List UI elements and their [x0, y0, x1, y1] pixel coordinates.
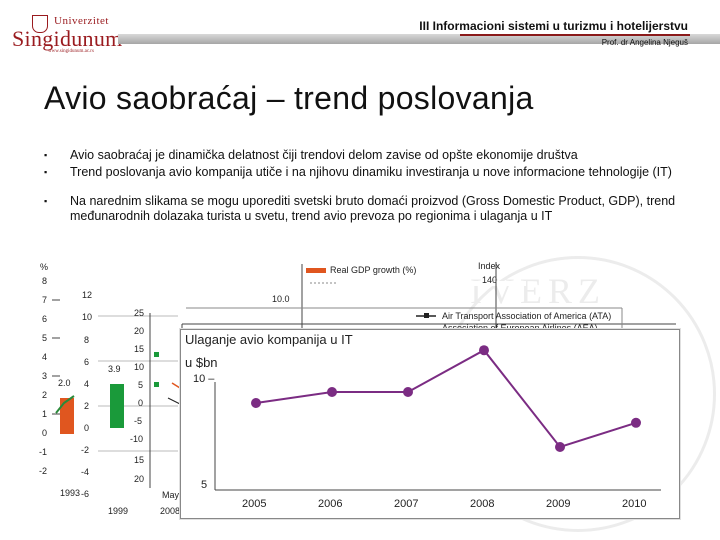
legend-gdp: Real GDP growth (%)	[330, 265, 416, 275]
x-tick-label: 2007	[394, 498, 418, 510]
author-name: Prof. dr Angelina Njeguš	[601, 38, 688, 47]
tick-label: %	[40, 262, 48, 272]
tick-label: 6	[84, 357, 89, 367]
tick-label: 4	[42, 352, 47, 362]
square-bullet-icon: ▪	[44, 196, 48, 206]
tick-label: 25	[134, 308, 144, 318]
watermark-text: IVERZ	[470, 271, 606, 311]
chart1-axis: % 8 7 6 5 4 3 2 1 0 -1 -2 2.0 1993	[39, 262, 80, 498]
tick-label: 2	[84, 401, 89, 411]
logo-web: www.singidunum.ac.rs	[48, 49, 94, 54]
tick-label: -6	[81, 489, 89, 499]
tick-label: 20	[134, 474, 144, 484]
bullet-text: Trend poslovanja avio kompanija utiče i …	[70, 165, 672, 179]
tick-label: 2	[42, 390, 47, 400]
chart2-bar	[110, 384, 124, 428]
tick-label: 10	[134, 362, 144, 372]
tick-label: 0	[42, 428, 47, 438]
bullet-text: Avio saobraćaj je dinamička delatnost či…	[70, 148, 578, 162]
tick-label: -2	[81, 445, 89, 455]
tick-label: 5	[138, 380, 143, 390]
tick-label: 3	[42, 371, 47, 381]
chart3-axis: 25 20 15 10 5 0 -5 -10 15 20 May 2008	[130, 308, 181, 516]
crest-icon	[32, 15, 48, 33]
course-title: III Informacioni sistemi u turizmu i hot…	[419, 19, 688, 33]
slide-title: Avio saobraćaj – trend poslovanja	[44, 80, 534, 116]
x-tick-label: 2010	[622, 498, 646, 510]
logo-top-text: Univerzitet	[54, 15, 109, 27]
it-investment-chart: 10 – 5 2005 2006 2007 2008 2009 2010 Ulaganje a…	[180, 329, 680, 519]
tick-label: 15	[134, 455, 144, 465]
tick-label: -10	[130, 434, 143, 444]
tick-label: 6	[42, 314, 47, 324]
chart-ylabel: u $bn	[185, 355, 218, 370]
chart4-top-value: 10.0	[272, 294, 290, 304]
data-point	[555, 442, 565, 452]
chart1-bar	[60, 398, 74, 434]
data-point	[631, 417, 641, 428]
tick-label: 15	[134, 344, 144, 354]
tick-label: 8	[84, 335, 89, 345]
y-tick-label: 5	[201, 479, 207, 491]
chart2-value: 3.9	[108, 364, 121, 374]
chart-plot: 10 – 5 2005 2006 2007 2008 2009 2010	[193, 345, 661, 510]
y-tick-label: 10 –	[193, 373, 215, 385]
tick-label: 1	[42, 409, 47, 419]
x-tick-label: 2008	[470, 498, 494, 510]
tick-label: 4	[84, 379, 89, 389]
list-item: ▪ Avio saobraćaj je dinamička delatnost č…	[44, 148, 694, 163]
tick-label: 7	[42, 295, 47, 305]
list-item: ▪ Na narednim slikama se mogu uporediti s…	[44, 194, 694, 224]
background-figures: % 8 7 6 5 4 3 2 1 0 -1 -2 2.0 1993 12 10…	[39, 261, 676, 520]
chart3-label: May	[162, 490, 180, 500]
tick-label: -2	[39, 466, 47, 476]
list-item: ▪ Trend poslovanja avio kompanija utiče i…	[44, 165, 694, 180]
tick-label: 20	[134, 326, 144, 336]
bullet-text: Na narednim slikama se mogu uporediti sv…	[70, 194, 676, 223]
tick-label: 12	[82, 290, 92, 300]
legend-index: Index	[478, 261, 501, 271]
chart2-label: 1999	[108, 506, 128, 516]
x-tick-label: 2005	[242, 498, 266, 510]
data-point	[479, 345, 489, 356]
tick-label: 10	[82, 312, 92, 322]
header-accent-line	[460, 34, 690, 36]
tick-label: -1	[39, 447, 47, 457]
tick-label: 5	[42, 333, 47, 343]
tick-label: -5	[134, 416, 142, 426]
x-tick-label: 2006	[318, 498, 342, 510]
chart3-label: 2008	[160, 506, 180, 516]
legend-ata: Air Transport Association of America (AT…	[442, 311, 611, 321]
legend-index-value: 140	[482, 275, 497, 285]
legend-aea: Association of European Airlines (AEA)	[442, 323, 598, 333]
square-bullet-icon: ▪	[44, 167, 48, 177]
data-point	[251, 398, 261, 408]
data-point	[327, 387, 337, 397]
series-line	[255, 348, 637, 449]
data-point	[403, 387, 413, 397]
tick-label: 8	[42, 276, 47, 286]
x-tick-label: 2009	[546, 498, 570, 510]
header-bar	[118, 34, 720, 44]
chart1-value: 2.0	[58, 378, 71, 388]
chart-title: Ulaganje avio kompanija u IT	[185, 332, 353, 347]
chart2-axis: 12 10 8 6 4 2 0 -2 -4 -6 3.9 1999	[81, 290, 178, 516]
square-bullet-icon: ▪	[44, 150, 48, 160]
logo-name: Singidunum	[12, 26, 123, 51]
university-logo: Univerzitet Singidunum www.singidunum.ac…	[8, 12, 128, 54]
bullet-list: ▪ Avio saobraćaj je dinamička delatnost č…	[44, 148, 694, 226]
tick-label: -4	[81, 467, 89, 477]
chart1-label: 1993	[60, 488, 80, 498]
tick-label: 0	[138, 398, 143, 408]
tick-label: 0	[84, 423, 89, 433]
